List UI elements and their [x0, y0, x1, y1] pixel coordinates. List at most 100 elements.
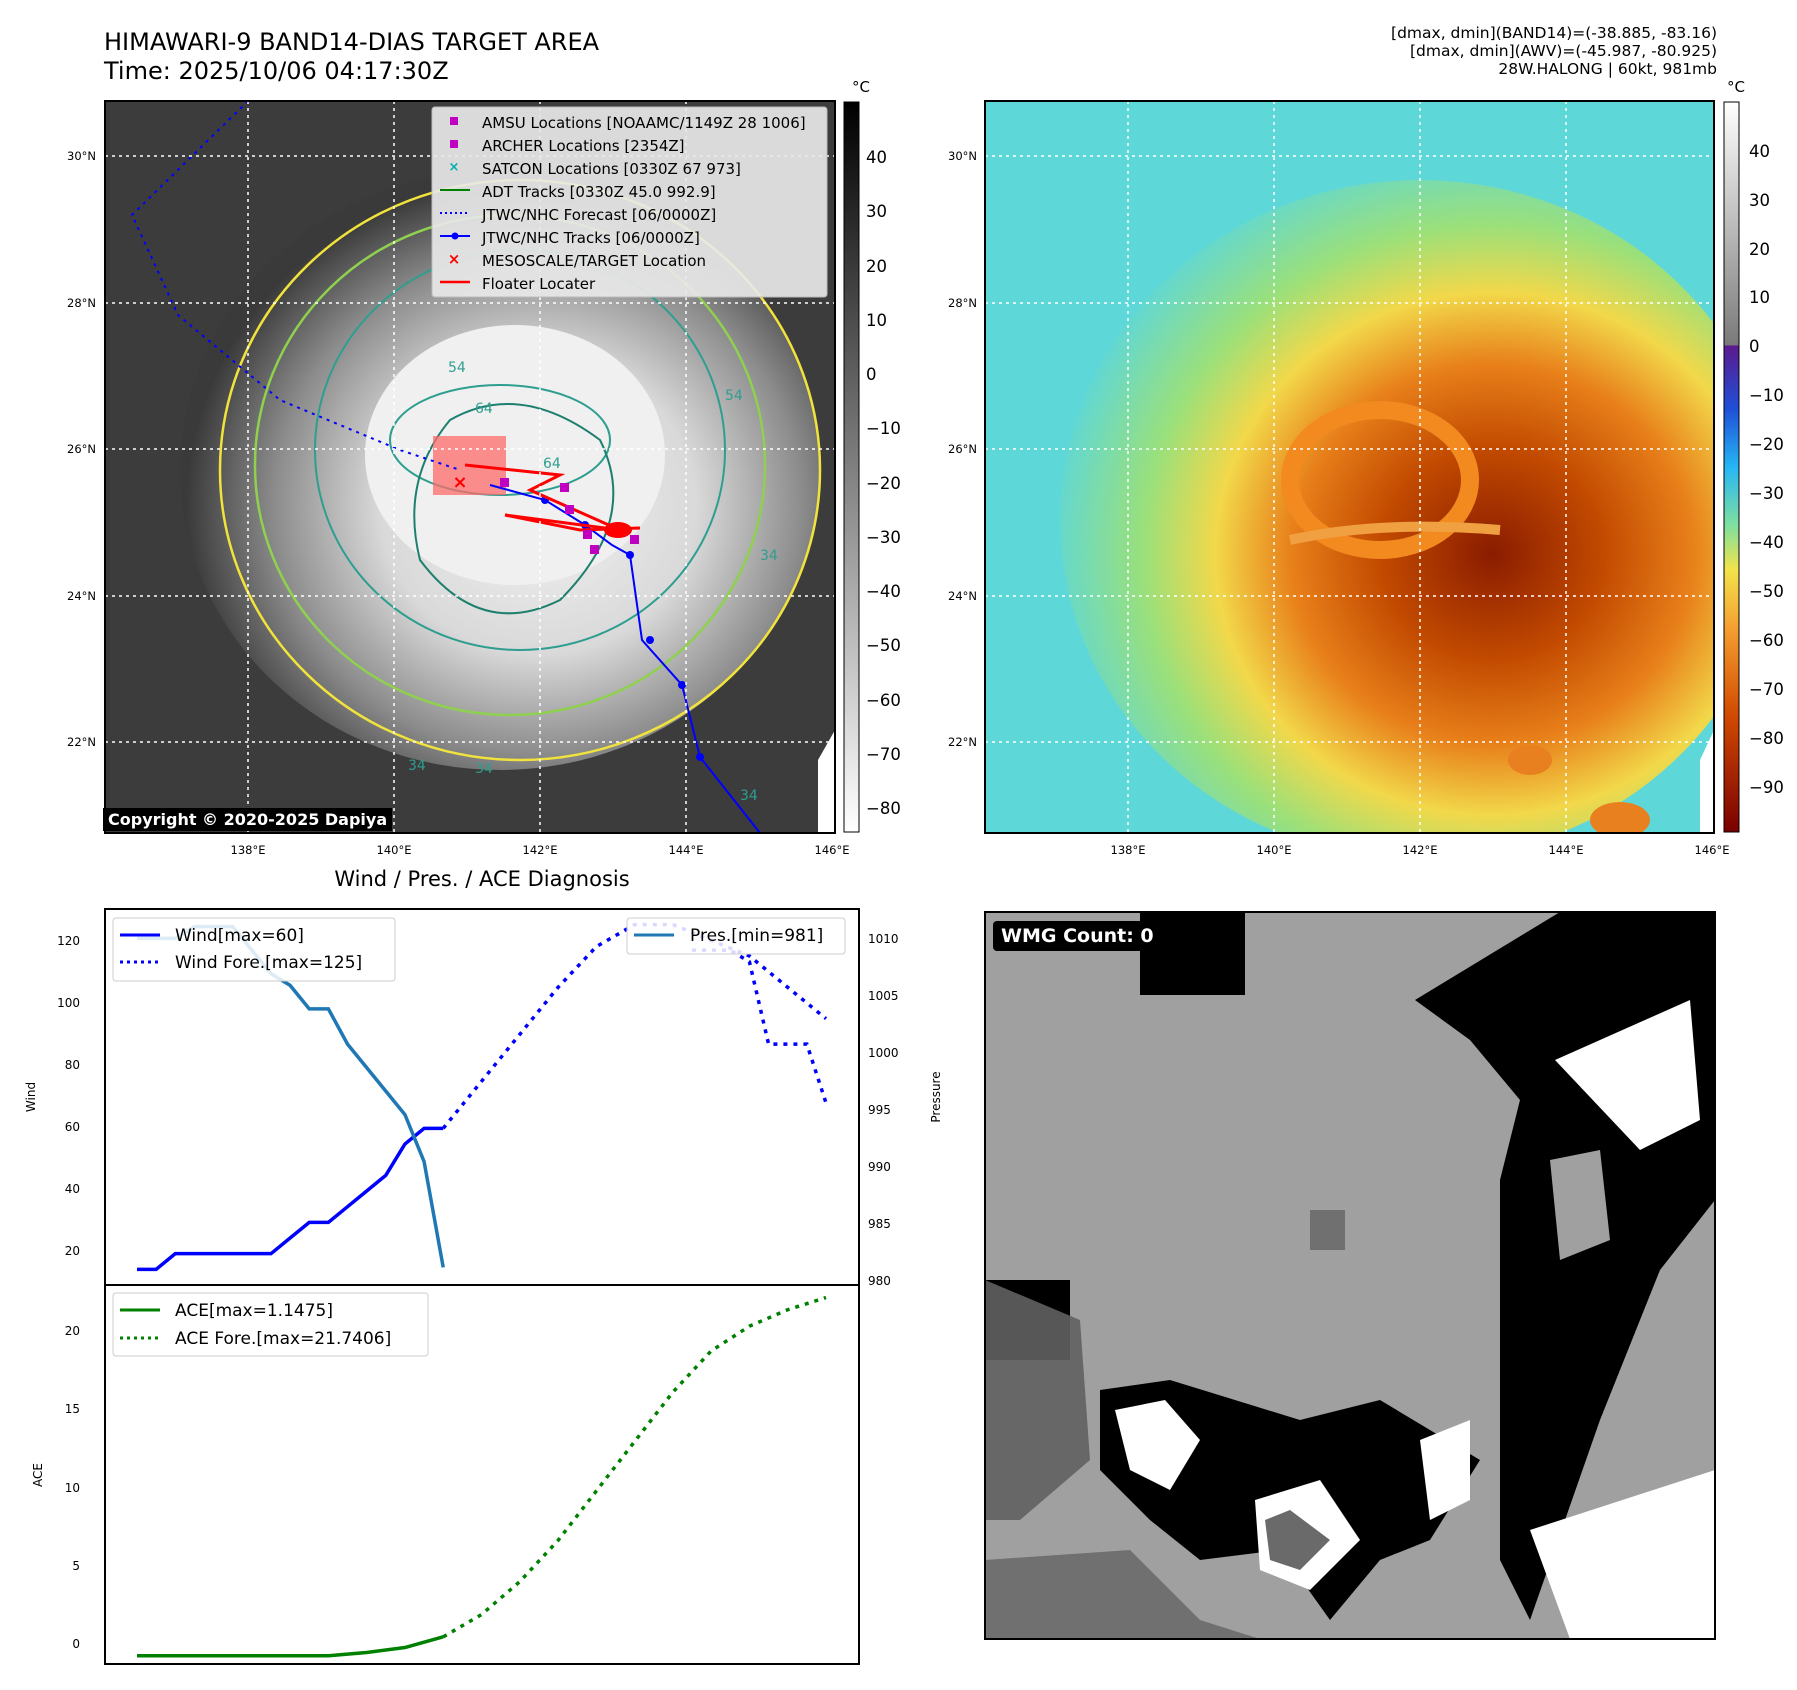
wind-line [137, 1126, 444, 1272]
colorbar-tick: −80 [866, 799, 901, 818]
lon-label: 138°E [231, 843, 266, 857]
colorbar-tick: 20 [1749, 240, 1770, 259]
legend-wind: Wind[max=60] [175, 926, 304, 946]
chart-title-line1: HIMAWARI-9 BAND14-DIAS TARGET AREA [104, 28, 600, 56]
wind-tick: 40 [65, 1182, 80, 1196]
wind-axis-label: Wind [24, 1082, 38, 1112]
lon-label: 138°E [1111, 843, 1146, 857]
lat-label: 22°N [948, 735, 977, 749]
ace-tick: 0 [72, 1637, 80, 1651]
colorbar-tick: 40 [1749, 142, 1770, 161]
ace-tick: 20 [65, 1324, 80, 1338]
pressure-tick: 980 [868, 1274, 891, 1288]
lat-label: 24°N [948, 589, 977, 603]
right-map-gridlines [985, 101, 1714, 833]
legend-ace: ACE[max=1.1475] [175, 1301, 333, 1321]
legend-pressure: Pres.[min=981] [690, 926, 823, 946]
colorbar-tick: 0 [866, 365, 877, 384]
legend-label-forecast: JTWC/NHC Forecast [06/0000Z] [481, 206, 716, 224]
pressure-axis-ticks: 1010 1005 1000 995 990 985 980 [868, 932, 899, 1288]
ace-line [137, 1635, 444, 1658]
lon-label: 140°E [377, 843, 412, 857]
colorbar-tick: 40 [866, 148, 887, 167]
colorbar-tick: −50 [866, 636, 901, 655]
wind-tick: 80 [65, 1058, 80, 1072]
pressure-tick: 985 [868, 1217, 891, 1231]
pressure-tick: 1000 [868, 1046, 899, 1060]
ace-axis-label: ACE [31, 1463, 45, 1487]
pressure-tick: 990 [868, 1160, 891, 1174]
lon-label: 146°E [815, 843, 850, 857]
colorbar-tick: −30 [866, 528, 901, 547]
lat-label: 26°N [67, 442, 96, 456]
right-colorbar-unit: °C [1727, 78, 1745, 96]
ace-tick: 10 [65, 1481, 80, 1495]
contour-label: 64 [543, 456, 561, 472]
contour-label: 54 [448, 360, 466, 376]
colorbar-tick: −50 [1749, 582, 1784, 601]
contour-labels: 54 64 64 54 34 34 34 34 [408, 360, 778, 804]
chart-title-line2: Time: 2025/10/06 04:17:30Z [104, 57, 449, 85]
map-legend-labels: AMSU Locations [NOAAMC/1149Z 28 1006] AR… [481, 114, 806, 293]
target-location-marker: × [452, 472, 467, 493]
right-map-lat-labels: 30°N 28°N 26°N 24°N 22°N [948, 149, 977, 749]
left-colorbar [843, 101, 860, 833]
stats-awv: [dmax, dmin](AWV)=(-45.987, -80.925) [1410, 42, 1717, 60]
colorbar-tick: −70 [1749, 680, 1784, 699]
colorbar-tick: −10 [1749, 386, 1784, 405]
lon-label: 140°E [1257, 843, 1292, 857]
copyright-label: Copyright © 2020-2025 Dapiya [103, 808, 393, 831]
lon-label: 144°E [1549, 843, 1584, 857]
wmg-frame [984, 911, 1716, 1640]
wmg-panel [985, 912, 1715, 1639]
lon-label: 144°E [669, 843, 704, 857]
legend-wind-fore: Wind Fore.[max=125] [175, 953, 362, 973]
map-legend: × × [431, 106, 828, 298]
colorbar-tick: −30 [1749, 484, 1784, 503]
contour-label: 34 [760, 548, 778, 564]
colorbar-tick: −20 [866, 474, 901, 493]
wind-tick: 120 [57, 934, 80, 948]
right-colorbar-ticks: 40 30 20 10 0 −10 −20 −30 −40 −50 −60 −7… [1749, 142, 1784, 797]
legend-label-adt: ADT Tracks [0330Z 45.0 992.9] [482, 183, 716, 201]
legend-label-tracks: JTWC/NHC Tracks [06/0000Z] [481, 229, 700, 247]
contour-label: 34 [475, 761, 493, 777]
legend-label-target: MESOSCALE/TARGET Location [482, 252, 706, 270]
ir-color-map [985, 101, 1714, 833]
stats-storm: 28W.HALONG | 60kt, 981mb [1498, 60, 1717, 78]
contour-label: 54 [725, 388, 743, 404]
colorbar-tick: 10 [1749, 288, 1770, 307]
colorbar-tick: −40 [1749, 533, 1784, 552]
lon-label: 142°E [1403, 843, 1438, 857]
colorbar-tick: 0 [1749, 337, 1760, 356]
lat-label: 28°N [67, 296, 96, 310]
svg-text:×: × [448, 250, 461, 268]
lat-label: 22°N [67, 735, 96, 749]
right-map-frame [984, 100, 1715, 834]
lat-label: 30°N [948, 149, 977, 163]
legend-label-archer: ARCHER Locations [2354Z] [482, 137, 685, 155]
contour-label: 64 [475, 401, 493, 417]
contour-label: 34 [408, 758, 426, 774]
colorbar-tick: −10 [866, 419, 901, 438]
left-colorbar-unit: °C [852, 78, 870, 96]
svg-text:×: × [449, 160, 460, 175]
ace-tick: 5 [72, 1559, 80, 1573]
ace-legend: ACE[max=1.1475] ACE Fore.[max=21.7406] [112, 1292, 429, 1357]
ace-tick: 15 [65, 1402, 80, 1416]
colorbar-tick: 20 [866, 257, 887, 276]
colorbar-tick: −40 [866, 582, 901, 601]
diagnosis-title: Wind / Pres. / ACE Diagnosis [334, 867, 629, 891]
stats-block: [dmax, dmin](BAND14)=(-38.885, -83.16) [… [1391, 24, 1717, 78]
colorbar-tick: −60 [866, 691, 901, 710]
legend-ace-fore: ACE Fore.[max=21.7406] [175, 1329, 391, 1349]
pressure-axis-label: Pressure [929, 1071, 943, 1122]
left-map-lon-labels: 138°E 140°E 142°E 144°E 146°E [231, 843, 850, 857]
wind-tick: 20 [65, 1244, 80, 1258]
colorbar-tick: −80 [1749, 729, 1784, 748]
wind-legend: Wind[max=60] Wind Fore.[max=125] [112, 917, 396, 982]
lat-label: 30°N [67, 149, 96, 163]
pressure-tick: 995 [868, 1103, 891, 1117]
stats-band14: [dmax, dmin](BAND14)=(-38.885, -83.16) [1391, 24, 1717, 42]
